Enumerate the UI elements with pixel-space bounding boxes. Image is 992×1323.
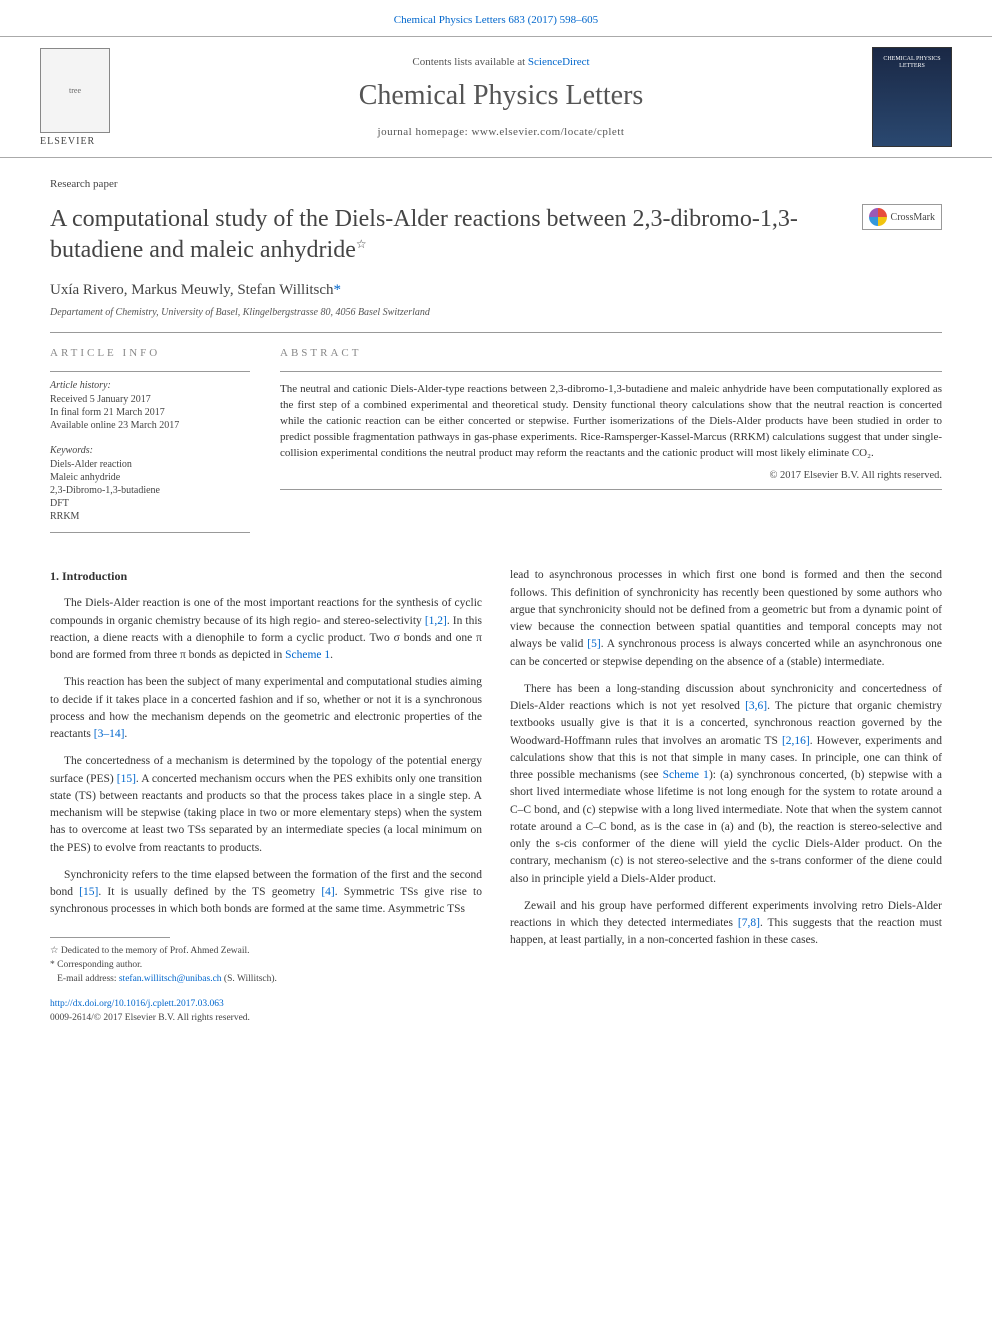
crossmark-label: CrossMark xyxy=(891,212,935,223)
paragraph: There has been a long-standing discussio… xyxy=(510,681,942,888)
email-label: E-mail address: xyxy=(57,974,119,984)
article-title: A computational study of the Diels-Alder… xyxy=(50,204,852,266)
article-body: Research paper A computational study of … xyxy=(0,158,992,1055)
history-online: Available online 23 March 2017 xyxy=(50,420,250,431)
crossmark-badge[interactable]: CrossMark xyxy=(862,204,942,230)
citation-link[interactable]: [3,6] xyxy=(745,700,767,712)
history-received: Received 5 January 2017 xyxy=(50,394,250,405)
title-row: A computational study of the Diels-Alder… xyxy=(50,204,942,266)
doi-block: http://dx.doi.org/10.1016/j.cplett.2017.… xyxy=(50,998,482,1025)
corresponding-marker: * xyxy=(334,282,342,298)
paragraph: Zewail and his group have performed diff… xyxy=(510,898,942,950)
keyword: 2,3-Dibromo-1,3-butadiene xyxy=(50,485,250,496)
journal-homepage: journal homepage: www.elsevier.com/locat… xyxy=(130,126,872,138)
citation-link[interactable]: [5] xyxy=(587,638,600,650)
paragraph: lead to asynchronous processes in which … xyxy=(510,567,942,671)
journal-title: Chemical Physics Letters xyxy=(130,80,872,112)
citation-link[interactable]: [2,16] xyxy=(782,735,810,747)
doi-link[interactable]: http://dx.doi.org/10.1016/j.cplett.2017.… xyxy=(50,999,224,1009)
crossmark-icon xyxy=(869,208,887,226)
keyword: RRKM xyxy=(50,511,250,522)
column-left: 1. Introduction The Diels-Alder reaction… xyxy=(50,567,482,1025)
footnote-divider xyxy=(50,937,170,938)
affiliation: Departament of Chemistry, University of … xyxy=(50,307,942,318)
title-footnote-marker: ☆ xyxy=(356,237,367,251)
paper-type: Research paper xyxy=(50,178,942,190)
citation-link[interactable]: [4] xyxy=(321,886,334,898)
scheme-link[interactable]: Scheme 1 xyxy=(663,769,709,781)
footnote-dedication: ☆ Dedicated to the memory of Prof. Ahmed… xyxy=(50,944,482,958)
citation-link[interactable]: [1,2] xyxy=(425,615,447,627)
column-right: lead to asynchronous processes in which … xyxy=(510,567,942,1025)
paragraph: Synchronicity refers to the time elapsed… xyxy=(50,867,482,919)
authors: Uxía Rivero, Markus Meuwly, Stefan Willi… xyxy=(50,282,942,299)
issn-copyright: 0009-2614/© 2017 Elsevier B.V. All right… xyxy=(50,1013,250,1023)
article-info-column: ARTICLE INFO Article history: Received 5… xyxy=(50,347,250,533)
authors-names: Uxía Rivero, Markus Meuwly, Stefan Willi… xyxy=(50,282,334,298)
divider-info-bottom xyxy=(50,532,250,533)
section-heading-intro: 1. Introduction xyxy=(50,567,482,585)
top-citation: Chemical Physics Letters 683 (2017) 598–… xyxy=(0,0,992,36)
crossmark-area: CrossMark xyxy=(852,204,942,230)
abstract-heading: ABSTRACT xyxy=(280,347,942,359)
title-text: A computational study of the Diels-Alder… xyxy=(50,206,798,263)
keyword: Diels-Alder reaction xyxy=(50,459,250,470)
keyword: DFT xyxy=(50,498,250,509)
abstract-copyright: © 2017 Elsevier B.V. All rights reserved… xyxy=(280,470,942,481)
divider-info xyxy=(50,371,250,372)
paragraph: This reaction has been the subject of ma… xyxy=(50,674,482,743)
abstract-text: The neutral and cationic Diels-Alder-typ… xyxy=(280,382,942,462)
journal-header: tree ELSEVIER Contents lists available a… xyxy=(0,36,992,158)
paragraph: The concertedness of a mechanism is dete… xyxy=(50,753,482,857)
footnote-corresponding: * Corresponding author. xyxy=(50,958,482,972)
contents-line: Contents lists available at ScienceDirec… xyxy=(130,56,872,68)
divider-abstract xyxy=(280,371,942,372)
publisher-name: ELSEVIER xyxy=(40,136,130,147)
divider-top xyxy=(50,332,942,333)
citation-link[interactable]: [15] xyxy=(79,886,98,898)
journal-cover-icon: CHEMICAL PHYSICS LETTERS xyxy=(872,47,952,147)
history-final: In final form 21 March 2017 xyxy=(50,407,250,418)
divider-abstract-bottom xyxy=(280,489,942,490)
homepage-prefix: journal homepage: xyxy=(378,126,472,138)
email-link[interactable]: stefan.willitsch@unibas.ch xyxy=(119,974,222,984)
elsevier-tree-icon: tree xyxy=(40,48,110,133)
keyword: Maleic anhydride xyxy=(50,472,250,483)
keywords-label: Keywords: xyxy=(50,445,250,456)
scheme-link[interactable]: Scheme 1 xyxy=(285,649,330,661)
email-tail: (S. Willitsch). xyxy=(222,974,277,984)
footnote-email: E-mail address: stefan.willitsch@unibas.… xyxy=(50,972,482,986)
paragraph: The Diels-Alder reaction is one of the m… xyxy=(50,595,482,664)
header-center: Contents lists available at ScienceDirec… xyxy=(130,56,872,138)
contents-prefix: Contents lists available at xyxy=(412,56,527,68)
body-columns: 1. Introduction The Diels-Alder reaction… xyxy=(50,567,942,1025)
top-citation-link[interactable]: Chemical Physics Letters 683 (2017) 598–… xyxy=(394,14,598,26)
citation-link[interactable]: [3–14] xyxy=(94,728,125,740)
abstract-column: ABSTRACT The neutral and cationic Diels-… xyxy=(280,347,942,533)
citation-link[interactable]: [15] xyxy=(117,773,136,785)
sciencedirect-link[interactable]: ScienceDirect xyxy=(528,56,590,68)
publisher-logo: tree ELSEVIER xyxy=(40,48,130,147)
meta-abstract-row: ARTICLE INFO Article history: Received 5… xyxy=(50,347,942,533)
journal-cover-text: CHEMICAL PHYSICS LETTERS xyxy=(877,56,947,70)
homepage-url[interactable]: www.elsevier.com/locate/cplett xyxy=(471,126,624,138)
citation-link[interactable]: [7,8] xyxy=(738,917,760,929)
article-info-heading: ARTICLE INFO xyxy=(50,347,250,359)
history-label: Article history: xyxy=(50,380,250,391)
